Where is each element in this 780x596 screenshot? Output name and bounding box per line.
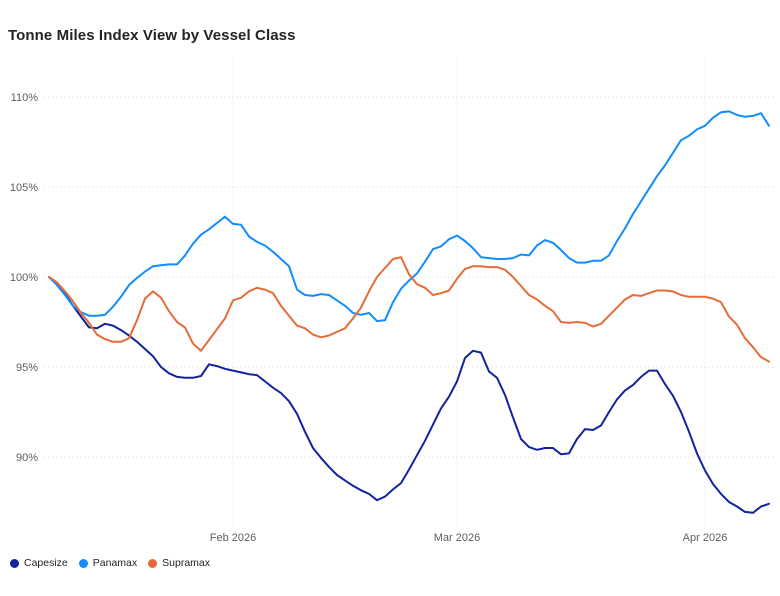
legend-marker-panamax-icon	[78, 558, 88, 568]
chart-title: Tonne Miles Index View by Vessel Class	[8, 27, 296, 44]
line-chart-plot[interactable]: 110% 105% 100% 95% 90% Feb 2026 Mar 2026 Apr 20…	[0, 0, 780, 552]
y-axis-label-105: 105%	[10, 182, 38, 194]
legend-label-capesize: Capesize	[24, 557, 68, 569]
series-line-panamax[interactable]	[48, 110, 770, 323]
x-axis-label-mar-2026: Mar 2026	[434, 532, 480, 544]
y-axis-label-95: 95%	[16, 362, 38, 374]
x-axis-label-apr-2026: Apr 2026	[683, 532, 728, 544]
x-axis-label-feb-2026: Feb 2026	[210, 532, 256, 544]
legend-item-supramax[interactable]: Supramax	[148, 557, 210, 569]
legend-label-panamax: Panamax	[92, 557, 138, 569]
series-line-capesize[interactable]	[48, 276, 770, 514]
legend-marker-supramax-icon	[148, 558, 158, 568]
y-axis-label-90: 90%	[16, 452, 38, 464]
legend-label-supramax: Supramax	[162, 557, 210, 569]
series-line-supramax[interactable]	[48, 256, 770, 363]
y-axis-label-100: 100%	[10, 272, 38, 284]
legend-marker-capesize-icon	[10, 558, 19, 568]
legend: Capesize Panamax Supramax	[10, 557, 210, 569]
legend-item-capesize[interactable]: Capesize	[10, 557, 68, 569]
y-axis-label-110: 110%	[11, 92, 39, 104]
legend-item-panamax[interactable]: Panamax	[78, 557, 138, 569]
